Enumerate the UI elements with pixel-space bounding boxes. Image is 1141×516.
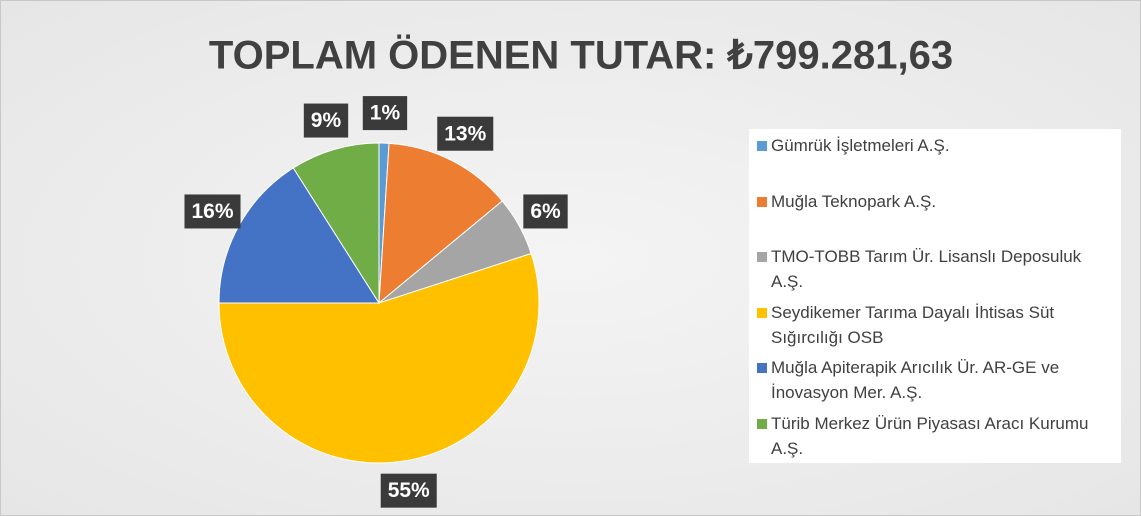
data-label-box [523, 194, 568, 229]
legend-entry: Seydikemer Tarıma Dayalı İhtisas Süt Sığ… [757, 300, 1111, 356]
legend-swatch [757, 418, 767, 429]
legend-label: TMO-TOBB Tarım Ür. Lisanslı Deposuluk A.… [771, 247, 1082, 291]
data-label-box [303, 103, 349, 138]
data-label-box [437, 116, 494, 151]
data-label-text: 9% [311, 109, 342, 132]
pie-slice [218, 252, 540, 464]
legend-swatch [757, 307, 767, 318]
legend-label: Muğla Apiterapik Arıcılık Ür. AR-GE ve İ… [771, 358, 1060, 402]
data-label: 16% [184, 194, 241, 229]
legend-label: Türib Merkez Ürün Piyasası Aracı Kurumu … [771, 413, 1089, 458]
legend-label: Gümrük İşletmeleri A.Ş. [771, 136, 950, 155]
pie-slice [378, 142, 503, 305]
legend-entry: TMO-TOBB Tarım Ür. Lisanslı Deposuluk A.… [757, 244, 1111, 300]
data-label-text: 1% [370, 102, 401, 125]
legend-entry: Muğla Apiterapik Arıcılık Ür. AR-GE ve İ… [757, 355, 1111, 411]
legend-swatch [757, 141, 767, 151]
legend-swatch [757, 196, 767, 207]
chart-title: TOPLAM ÖDENEN TUTAR: ₺799.281,63 [209, 33, 953, 78]
data-label: 6% [523, 194, 568, 229]
data-label: 13% [437, 116, 494, 151]
data-label: 55% [380, 473, 437, 508]
legend: Gümrük İşletmeleri A.Ş. Muğla Teknopark A… [749, 129, 1121, 463]
data-label-box [184, 194, 241, 229]
legend-entry: Muğla Teknopark A.Ş. [757, 189, 1111, 245]
legend-entry: Türib Merkez Ürün Piyasası Aracı Kurumu … [757, 411, 1111, 467]
data-label-text: 16% [191, 200, 233, 223]
data-label: 1% [362, 96, 408, 131]
legend-swatch [757, 363, 767, 373]
pie-slice [292, 142, 380, 305]
data-label-text: 6% [530, 200, 561, 223]
data-label: 9% [303, 103, 349, 138]
legend-swatch [757, 252, 767, 262]
legend-entry: Gümrük İşletmeleri A.Ş. [757, 133, 1111, 189]
legend-label: Seydikemer Tarıma Dayalı İhtisas Süt Sığ… [771, 302, 1055, 347]
data-label-box [380, 473, 437, 508]
data-label-text: 13% [444, 122, 486, 145]
data-label-box [362, 96, 408, 131]
legend-label: Muğla Teknopark A.Ş. [771, 191, 937, 211]
data-label-text: 55% [388, 479, 430, 502]
